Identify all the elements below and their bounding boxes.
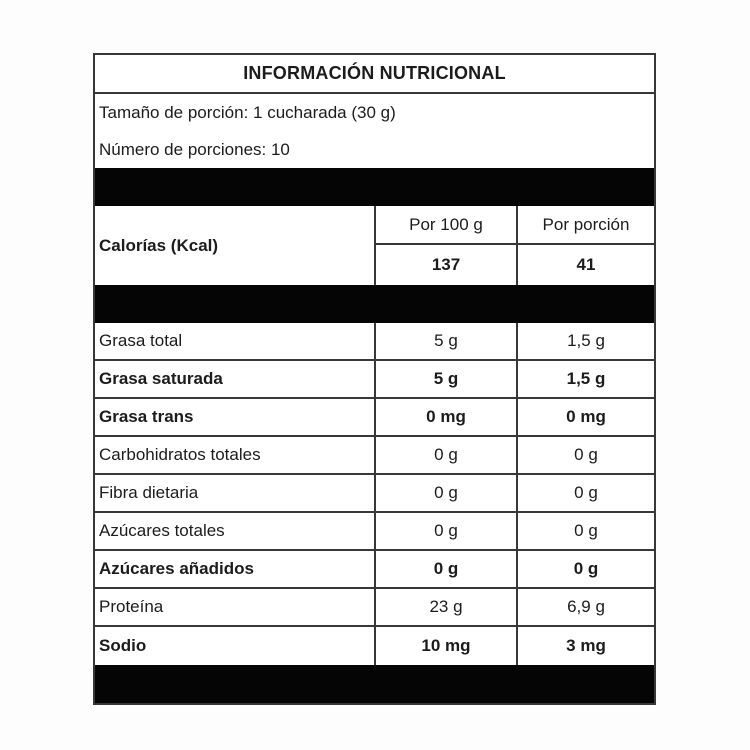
nutrient-label: Sodio bbox=[99, 636, 147, 655]
nutrient-per-100g-value: 0 g bbox=[374, 475, 516, 511]
table-title: INFORMACIÓN NUTRICIONAL bbox=[95, 55, 654, 94]
separator-bar-middle bbox=[95, 285, 654, 323]
separator-bar-top bbox=[95, 168, 654, 206]
column-header-per-100g: Por 100 g bbox=[374, 206, 516, 245]
nutrient-label: Fibra dietaria bbox=[99, 483, 199, 502]
calories-per-portion-value: 41 bbox=[516, 245, 654, 285]
nutrient-row-carbohidratos: Carbohidratos totales 0 g 0 g bbox=[95, 437, 654, 475]
nutrient-per-portion-value: 0 g bbox=[516, 513, 654, 549]
nutrient-per-100g-value: 0 g bbox=[374, 551, 516, 587]
nutrient-row-fibra-dietaria: Fibra dietaria 0 g 0 g bbox=[95, 475, 654, 513]
nutrient-per-portion-value: 0 g bbox=[516, 475, 654, 511]
serving-size-text: Tamaño de porción: 1 cucharada (30 g) bbox=[99, 102, 396, 122]
nutrients-section: Grasa total 5 g 1,5 g Grasa saturada 5 g… bbox=[95, 323, 654, 665]
nutrient-row-grasa-total: Grasa total 5 g 1,5 g bbox=[95, 323, 654, 361]
nutrient-per-100g-value: 23 g bbox=[374, 589, 516, 625]
nutrient-label: Proteína bbox=[99, 597, 164, 616]
nutrient-label: Grasa trans bbox=[99, 407, 194, 426]
nutrient-label: Grasa saturada bbox=[99, 369, 223, 388]
nutrient-row-proteina: Proteína 23 g 6,9 g bbox=[95, 589, 654, 627]
nutrient-per-portion-value: 1,5 g bbox=[516, 323, 654, 359]
nutrient-label: Grasa total bbox=[99, 331, 183, 350]
serving-info-section: Tamaño de porción: 1 cucharada (30 g) Nú… bbox=[95, 94, 654, 168]
nutrient-per-portion-value: 3 mg bbox=[516, 627, 654, 665]
column-header-per-portion: Por porción bbox=[516, 206, 654, 245]
nutrient-per-100g-value: 5 g bbox=[374, 323, 516, 359]
nutrient-label: Azúcares totales bbox=[99, 521, 225, 540]
nutrient-per-portion-value: 0 g bbox=[516, 437, 654, 473]
servings-count-text: Número de porciones: 10 bbox=[99, 139, 290, 159]
nutrient-per-100g-value: 10 mg bbox=[374, 627, 516, 665]
calories-per-100g-value: 137 bbox=[374, 245, 516, 285]
nutrient-per-100g-value: 0 g bbox=[374, 437, 516, 473]
nutrient-per-100g-value: 0 mg bbox=[374, 399, 516, 435]
nutrition-facts-table: INFORMACIÓN NUTRICIONAL Tamaño de porció… bbox=[93, 53, 656, 705]
nutrient-per-100g-value: 5 g bbox=[374, 361, 516, 397]
nutrient-per-portion-value: 6,9 g bbox=[516, 589, 654, 625]
nutrient-row-sodio: Sodio 10 mg 3 mg bbox=[95, 627, 654, 665]
calories-section: Calorías (Kcal) Por 100 g Por porción 13… bbox=[95, 206, 654, 285]
calories-label: Calorías (Kcal) bbox=[99, 235, 219, 255]
nutrient-per-portion-value: 0 mg bbox=[516, 399, 654, 435]
nutrient-row-grasa-trans: Grasa trans 0 mg 0 mg bbox=[95, 399, 654, 437]
nutrient-per-portion-value: 1,5 g bbox=[516, 361, 654, 397]
nutrient-per-100g-value: 0 g bbox=[374, 513, 516, 549]
nutrient-row-grasa-saturada: Grasa saturada 5 g 1,5 g bbox=[95, 361, 654, 399]
nutrient-row-azucares-anadidos: Azúcares añadidos 0 g 0 g bbox=[95, 551, 654, 589]
separator-bar-bottom bbox=[95, 665, 654, 703]
nutrient-label: Azúcares añadidos bbox=[99, 559, 254, 578]
nutrient-per-portion-value: 0 g bbox=[516, 551, 654, 587]
nutrient-row-azucares-totales: Azúcares totales 0 g 0 g bbox=[95, 513, 654, 551]
nutrient-label: Carbohidratos totales bbox=[99, 445, 261, 464]
